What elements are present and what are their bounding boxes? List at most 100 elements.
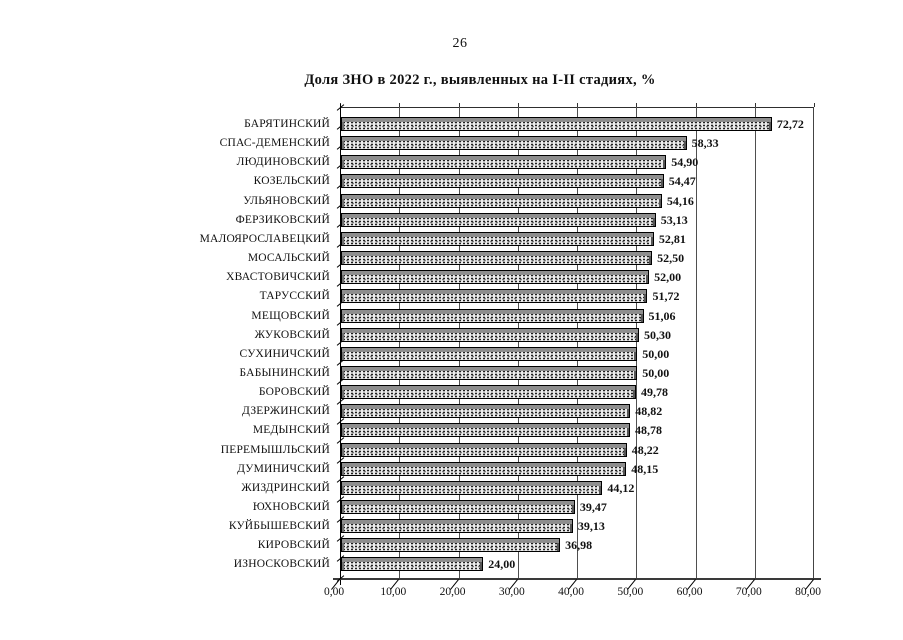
bar (341, 423, 631, 438)
value-label: 48,15 (631, 461, 659, 476)
category-label: ЖИЗДРИНСКИЙ (241, 481, 330, 494)
category-label: БАБЫНИНСКИЙ (239, 366, 330, 379)
bar (341, 289, 648, 304)
category-label: ПЕРЕМЫШЛЬСКИЙ (220, 443, 330, 456)
category-label: БОРОВСКИЙ (258, 386, 330, 399)
value-label: 49,78 (640, 385, 668, 400)
value-label: 51,72 (652, 289, 680, 304)
x-axis-label: 60,00 (676, 586, 703, 598)
value-label: 39,13 (577, 519, 605, 534)
gridline-top-tick (814, 103, 815, 107)
category-label: МЕДЫНСКИЙ (252, 424, 330, 437)
category-label: ЮХНОВСКИЙ (252, 501, 330, 513)
value-label: 48,22 (631, 442, 659, 457)
bar (341, 212, 656, 227)
bar (341, 327, 640, 342)
value-label: 58,33 (691, 136, 719, 151)
bar (341, 442, 627, 457)
x-axis-label: 70,00 (735, 586, 762, 598)
category-label: БАРЯТИНСКИЙ (244, 118, 330, 130)
bar (341, 385, 636, 400)
value-label: 36,98 (565, 538, 593, 553)
gridline-top-tick (458, 103, 460, 107)
value-label: 39,47 (579, 500, 607, 514)
category-label: ДЗЕРЖИНСКИЙ (242, 405, 330, 418)
value-label: 24,00 (488, 557, 516, 572)
bar (341, 519, 573, 534)
bar (341, 136, 687, 151)
gridline (399, 107, 401, 578)
bar (341, 346, 638, 361)
bar (341, 365, 638, 380)
value-label: 50,00 (642, 365, 670, 380)
x-axis (333, 578, 821, 580)
value-label: 48,82 (635, 404, 663, 419)
bar (341, 480, 603, 495)
value-label: 54,47 (668, 174, 696, 189)
x-axis-label: 50,00 (617, 586, 644, 598)
bar (341, 500, 575, 514)
bar (341, 155, 667, 170)
value-label: 44,12 (607, 480, 635, 495)
bar (341, 231, 654, 246)
y-axis (340, 104, 341, 585)
x-axis-label: 40,00 (558, 586, 584, 598)
category-label: МОСАЛЬСКИЙ (247, 252, 330, 265)
category-label: КОЗЕЛЬСКИЙ (253, 175, 330, 188)
category-label: МЕЩОВСКИЙ (251, 309, 330, 322)
category-label: СУХИНИЧСКИЙ (239, 347, 330, 360)
gridline (636, 107, 638, 578)
bar (341, 404, 631, 419)
gridline (754, 107, 756, 578)
x-axis-label: 10,00 (380, 586, 407, 598)
gridline (458, 107, 460, 578)
bar (341, 308, 644, 323)
category-label: ЖУКОВСКИЙ (254, 328, 330, 341)
gridline (695, 107, 697, 578)
gridline-top-tick (636, 103, 638, 107)
bar (341, 557, 484, 572)
value-label: 50,00 (642, 346, 670, 361)
category-label: ФЕРЗИКОВСКИЙ (235, 213, 330, 226)
value-label: 52,00 (654, 270, 682, 285)
value-label: 54,16 (666, 193, 694, 208)
value-label: 48,78 (635, 423, 663, 438)
x-axis-label: 0,00 (323, 586, 345, 598)
bar (341, 193, 662, 208)
value-label: 51,06 (648, 308, 676, 323)
bar (341, 174, 664, 189)
value-label: 54,90 (671, 155, 699, 170)
category-label: КУЙБЫШЕВСКИЙ (228, 520, 330, 533)
value-label: 53,13 (660, 212, 688, 227)
bar (341, 461, 627, 476)
gridline-top-tick (399, 103, 401, 107)
value-label: 50,30 (644, 327, 672, 342)
category-label: ХВАСТОВИЧСКИЙ (226, 271, 330, 284)
category-label: СПАС-ДЕМЕНСКИЙ (219, 137, 330, 150)
bar (341, 117, 772, 131)
value-label: 52,50 (657, 251, 685, 266)
value-label: 72,72 (776, 117, 804, 131)
category-label: КИРОВСКИЙ (257, 539, 330, 552)
gridline-top-tick (517, 103, 519, 107)
gridline (517, 107, 519, 578)
category-label: МАЛОЯРОСЛАВЕЦКИЙ (199, 232, 330, 245)
category-label: ТАРУССКИЙ (259, 290, 330, 303)
category-label: ДУМИНИЧСКИЙ (237, 462, 330, 475)
x-axis-label: 30,00 (498, 586, 525, 598)
bar (341, 251, 653, 266)
bar (341, 538, 561, 553)
category-label: ЛЮДИНОВСКИЙ (236, 156, 330, 169)
category-label: ИЗНОСКОВСКИЙ (233, 558, 330, 571)
x-axis-label: 20,00 (439, 586, 466, 598)
chart-title: Доля ЗНО в 2022 г., выявленных на I-II с… (304, 72, 656, 88)
page-number: 26 (452, 36, 468, 51)
x-axis-label: 80,00 (795, 586, 821, 598)
gridline-top-tick (695, 103, 697, 107)
gridline (577, 107, 578, 578)
gridline-top-tick (577, 103, 578, 107)
value-label: 52,81 (658, 231, 686, 246)
gridline-top-tick (754, 103, 756, 107)
bar (341, 270, 650, 285)
